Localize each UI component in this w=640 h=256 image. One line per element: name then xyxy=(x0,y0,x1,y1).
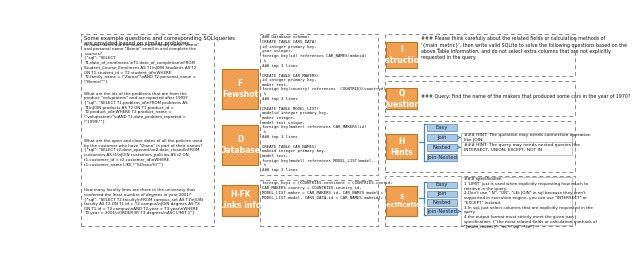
Text: I
Instruction: I Instruction xyxy=(378,45,425,65)
Bar xyxy=(386,134,417,159)
Text: ### HINT: The question may needs connection operation
like JOIN.: ### HINT: The question may needs connect… xyxy=(464,133,591,142)
Bar xyxy=(386,42,417,68)
Text: ### Please think carefully about the related fields or calculation methods of
'{: ### Please think carefully about the rel… xyxy=(421,36,627,60)
Text: Some example questions and corresponding SQL queries
are provided based on simil: Some example questions and corresponding… xyxy=(84,36,236,46)
Text: ### Query: Find the name of the makers that produced some cars in the year of 19: ### Query: Find the name of the makers t… xyxy=(421,94,630,99)
Text: H-FK
Links info: H-FK Links info xyxy=(219,190,261,210)
Text: ### Database schema:
CREATE TABLE CARS_DATA(
id integer primary key,
year intege: ### Database schema: CREATE TABLE CARS_D… xyxy=(262,35,385,172)
Text: Easy: Easy xyxy=(436,182,448,187)
Text: F
Fewshot: F Fewshot xyxy=(222,79,259,99)
Bar xyxy=(427,134,458,141)
Text: D
Database: D Database xyxy=(220,135,260,155)
Bar xyxy=(385,34,575,76)
Bar xyxy=(385,176,575,226)
Text: What are the open and close dates of all the policies used
by the customer who h: What are the open and close dates of all… xyxy=(84,139,203,166)
Bar xyxy=(222,125,258,165)
Text: Nested: Nested xyxy=(433,145,451,150)
Bar xyxy=(385,81,575,116)
Text: S
Specification: S Specification xyxy=(378,194,426,208)
Text: Nested: Nested xyxy=(433,200,451,205)
Bar xyxy=(427,154,458,161)
Bar xyxy=(260,179,378,226)
Bar xyxy=(427,124,458,131)
Bar xyxy=(427,208,458,215)
Text: ### HINT: The query may needs nested queries like
INTERSECT, UNION, EXCEPT, NOT : ### HINT: The query may needs nested que… xyxy=(464,143,580,152)
Text: On what dates did the student with family name "Zarna"
and personal name "Bemie": On what dates did the student with famil… xyxy=(84,42,200,83)
Text: ### specification
1.'LIMIT' just is used when explicitly requesting how much to
: ### specification 1.'LIMIT' just is used… xyxy=(464,177,597,229)
Bar xyxy=(427,199,458,206)
Text: What are the ids of the problems that are from the
product "voluptatem" and are : What are the ids of the problems that ar… xyxy=(84,92,188,123)
Bar xyxy=(81,34,214,226)
Text: Join: Join xyxy=(437,191,447,196)
Text: Easy: Easy xyxy=(436,125,448,130)
Bar xyxy=(222,185,258,216)
Bar xyxy=(427,190,458,197)
Bar xyxy=(461,143,572,155)
Text: H
Hints: H Hints xyxy=(390,137,413,157)
Text: Q
Question: Q Question xyxy=(382,89,421,109)
Bar xyxy=(260,34,378,175)
Bar xyxy=(385,121,575,172)
Text: Join-Nested: Join-Nested xyxy=(427,209,457,214)
Bar xyxy=(427,182,458,188)
Bar xyxy=(427,144,458,151)
Bar xyxy=(386,186,417,216)
Text: foreign_keys = {COUNTRIES.continent = COUNTRIES.contid,
CAR_MAKERS.country = COU: foreign_keys = {COUNTRIES.continent = CO… xyxy=(262,181,393,199)
Bar xyxy=(461,133,572,145)
Bar xyxy=(386,88,417,109)
Bar xyxy=(461,177,572,225)
Bar xyxy=(222,69,258,109)
Text: Join-Nested: Join-Nested xyxy=(427,155,457,160)
Text: Join: Join xyxy=(437,135,447,140)
Text: How many faculty lines are there in the university that
conferred the least numb: How many faculty lines are there in the … xyxy=(84,188,204,215)
